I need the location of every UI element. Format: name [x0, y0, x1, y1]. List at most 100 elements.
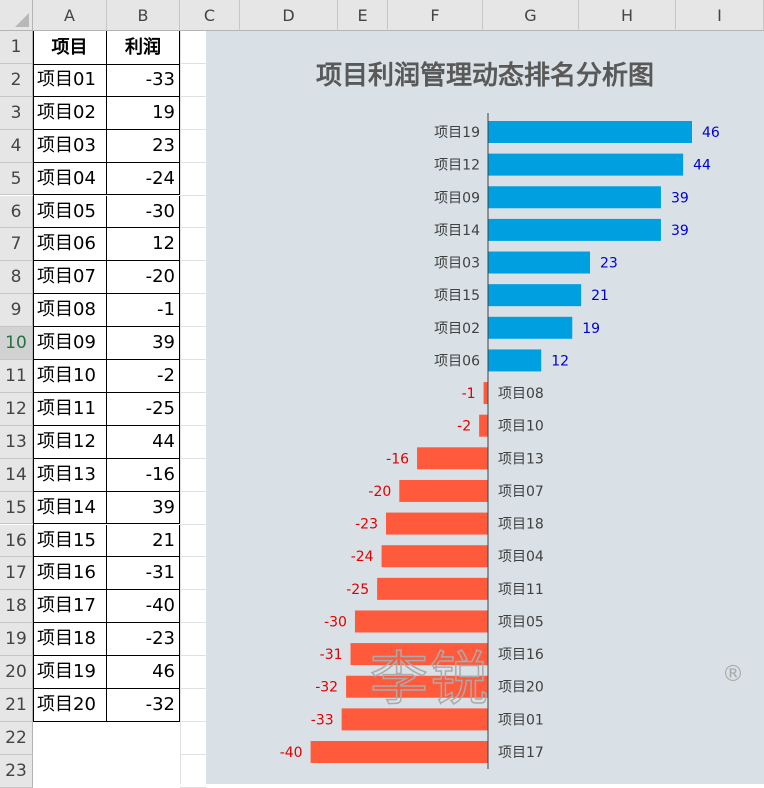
cell-profit-15[interactable]: 21: [107, 524, 180, 558]
row-header-19[interactable]: 19: [0, 623, 33, 657]
cell-project-11[interactable]: 项目11: [33, 392, 107, 426]
row-header-23[interactable]: 23: [0, 754, 33, 788]
row-header-14[interactable]: 14: [0, 458, 33, 492]
row-header-16[interactable]: 16: [0, 524, 33, 558]
cell-project-16[interactable]: 项目16: [33, 557, 107, 591]
gridline-horizontal: [180, 523, 206, 525]
column-header-c[interactable]: C: [180, 0, 240, 31]
cell-project-18[interactable]: 项目18: [33, 623, 107, 657]
cell-profit-5[interactable]: -30: [107, 195, 180, 229]
registered-mark: ®: [722, 662, 744, 687]
cell-profit-10[interactable]: -2: [107, 360, 180, 393]
cell-project-15[interactable]: 项目15: [33, 524, 107, 558]
cell-profit-7[interactable]: -20: [107, 261, 180, 295]
gridline-horizontal: [180, 490, 206, 492]
column-header-b[interactable]: B: [107, 0, 180, 31]
bar: [488, 121, 692, 143]
data-label: -33: [311, 712, 334, 728]
row-header-4[interactable]: 4: [0, 129, 33, 163]
column-header-i[interactable]: I: [676, 0, 764, 31]
bar: [488, 284, 582, 307]
column-header-e[interactable]: E: [338, 0, 388, 31]
cell-profit-1[interactable]: -33: [107, 63, 180, 97]
cell-project-5[interactable]: 项目05: [33, 195, 107, 229]
row-header-6[interactable]: 6: [0, 195, 33, 229]
chart-area[interactable]: 项目利润管理动态排名分析图 项目19 46 项目12 44 项目09 39 项目14 39 项目…: [206, 31, 764, 784]
row-header-12[interactable]: 12: [0, 392, 33, 426]
cell-profit-9[interactable]: 39: [107, 327, 180, 360]
cell-profit-19[interactable]: 46: [107, 656, 180, 689]
column-header-d[interactable]: D: [240, 0, 338, 31]
cell-profit-4[interactable]: -24: [107, 162, 180, 196]
gridline-horizontal: [180, 589, 206, 591]
bar: [488, 251, 590, 274]
category-label: 项目13: [498, 451, 544, 467]
cell-profit-6[interactable]: 12: [107, 228, 180, 262]
gridline-horizontal: [180, 161, 206, 163]
row-header-20[interactable]: 20: [0, 656, 33, 689]
cell-project-19[interactable]: 项目19: [33, 656, 107, 689]
cell-project-3[interactable]: 项目03: [33, 129, 107, 163]
row-header-17[interactable]: 17: [0, 557, 33, 591]
cell-profit-11[interactable]: -25: [107, 392, 180, 426]
bar: [386, 512, 488, 535]
cell-project-10[interactable]: 项目10: [33, 360, 107, 393]
cell-profit-12[interactable]: 44: [107, 425, 180, 459]
gridline-vertical: [180, 31, 181, 784]
cell-profit-14[interactable]: 39: [107, 491, 180, 525]
row-header-7[interactable]: 7: [0, 228, 33, 262]
row-header-2[interactable]: 2: [0, 63, 33, 97]
row-header-22[interactable]: 22: [0, 721, 33, 755]
select-all-corner[interactable]: [0, 0, 33, 31]
gridline-horizontal: [180, 753, 206, 755]
cell-profit-2[interactable]: 19: [107, 96, 180, 130]
cell-project-9[interactable]: 项目09: [33, 327, 107, 360]
gridline-horizontal: [180, 720, 206, 722]
header-cell-project[interactable]: 项目: [33, 31, 107, 65]
cell-project-14[interactable]: 项目14: [33, 491, 107, 525]
cell-profit-8[interactable]: -1: [107, 294, 180, 328]
cell-project-13[interactable]: 项目13: [33, 458, 107, 492]
column-header-f[interactable]: F: [388, 0, 483, 31]
column-header-h[interactable]: H: [579, 0, 676, 31]
cell-project-2[interactable]: 项目02: [33, 96, 107, 130]
row-header-13[interactable]: 13: [0, 425, 33, 459]
row-header-8[interactable]: 8: [0, 261, 33, 295]
cell-profit-16[interactable]: -31: [107, 557, 180, 591]
cell-project-6[interactable]: 项目06: [33, 228, 107, 262]
cell-project-7[interactable]: 项目07: [33, 261, 107, 295]
cell-profit-18[interactable]: -23: [107, 623, 180, 657]
row-header-21[interactable]: 21: [0, 689, 33, 722]
category-label: 项目09: [434, 190, 480, 206]
category-label: 项目10: [498, 419, 544, 435]
bar: [488, 218, 661, 241]
cell-profit-3[interactable]: 23: [107, 129, 180, 163]
cell-profit-13[interactable]: -16: [107, 458, 180, 492]
cell-profit-17[interactable]: -40: [107, 590, 180, 624]
row-header-1[interactable]: 1: [0, 31, 33, 64]
cell-project-12[interactable]: 项目12: [33, 425, 107, 459]
row-header-11[interactable]: 11: [0, 360, 33, 393]
row-header-9[interactable]: 9: [0, 294, 33, 328]
cell-project-20[interactable]: 项目20: [33, 689, 107, 722]
cell-project-1[interactable]: 项目01: [33, 63, 107, 97]
category-label: 项目11: [498, 582, 544, 598]
row-header-10[interactable]: 10: [0, 327, 33, 360]
row-header-5[interactable]: 5: [0, 162, 33, 196]
category-label: 项目06: [434, 353, 480, 369]
row-header-15[interactable]: 15: [0, 491, 33, 525]
cell-profit-20[interactable]: -32: [107, 689, 180, 722]
category-label: 项目16: [498, 647, 544, 663]
row-header-3[interactable]: 3: [0, 96, 33, 130]
header-cell-profit[interactable]: 利润: [107, 31, 180, 65]
column-header-g[interactable]: G: [483, 0, 579, 31]
cell-project-17[interactable]: 项目17: [33, 590, 107, 624]
gridline-horizontal: [180, 194, 206, 196]
gridline-horizontal: [180, 622, 206, 624]
cell-project-8[interactable]: 项目08: [33, 294, 107, 328]
category-label: 项目12: [434, 158, 480, 174]
row-header-18[interactable]: 18: [0, 590, 33, 624]
category-label: 项目19: [434, 125, 480, 141]
column-header-a[interactable]: A: [33, 0, 107, 31]
cell-project-4[interactable]: 项目04: [33, 162, 107, 196]
